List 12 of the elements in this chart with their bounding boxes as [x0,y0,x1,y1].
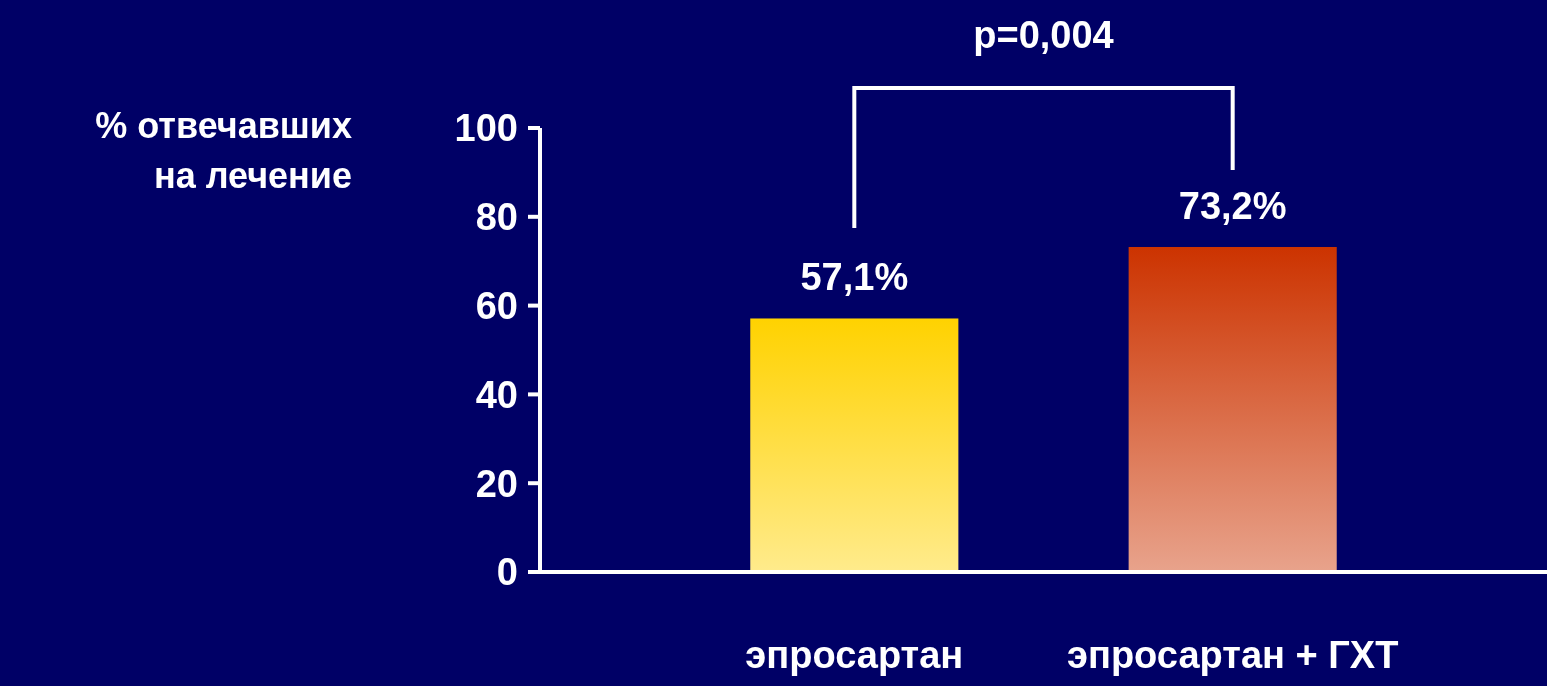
x-tick-label: эпросартан [745,634,964,676]
data-label: 57,1% [800,256,909,299]
y-tick-label: 20 [475,462,518,505]
y-axis-title: % отвечавших на лечение [95,105,352,196]
y-tick-label: 60 [475,284,518,327]
y-tick-label: 80 [475,196,518,239]
y-tick-label: 0 [496,551,518,594]
y-tick-label: 100 [454,107,518,150]
x-tick-label: эпросартан + ГХТ [1066,634,1399,676]
text: p=0,004 [973,14,1114,56]
data-label: 73,2% [1178,184,1287,227]
y-tick-label: 40 [475,373,518,416]
